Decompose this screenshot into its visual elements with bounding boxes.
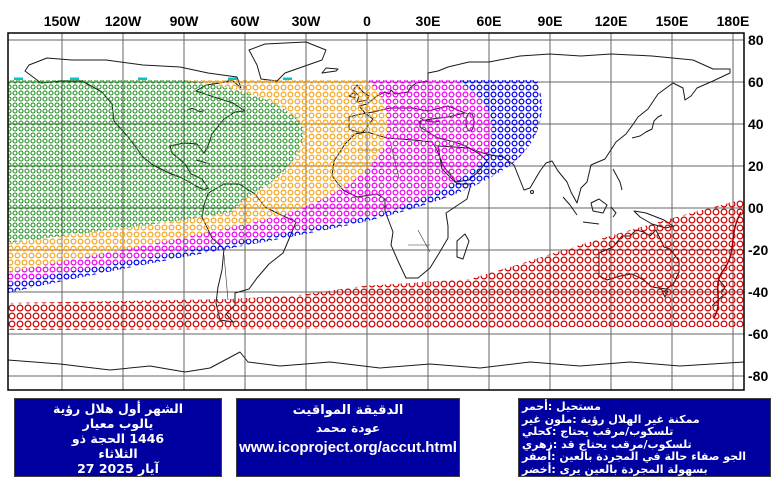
legend-navy: كحلي‎: يحتاج‎ مرقب‎/تلسكوب‎ [522,425,674,439]
antarctica-coast [8,351,744,373]
madagascar-outline [456,233,470,260]
lon-label: 90E [538,13,563,29]
weekday: الثلاثاء‎ [98,446,138,461]
lat-label: -20 [748,242,768,258]
longitude-axis: 150W 120W 90W 60W 30W 0 30E 60E 90E 120E… [44,13,750,29]
red-inner-curve [713,211,742,319]
legend-pink: زهري‎: قد‎ يحتاج‎ مرقب‎/تلسكوب‎ [522,437,692,451]
greenland-outline [248,41,327,82]
map-frame [7,32,745,391]
criterion-label: معيار‎ يالوب‎ [82,416,154,431]
cyan-dashes [14,77,292,80]
legend-green: أخضر‎: يرى‎ بالعين‎ المجردة‎ بسهولة‎ [522,462,708,476]
lon-label: 120W [105,13,142,29]
author-name: محمد‎ عودة‎ [315,421,381,435]
lon-label: 120E [595,13,628,29]
lat-label: -40 [748,284,768,300]
lon-label: 60E [477,13,502,29]
map-title: رؤية‎ هلال‎ أول‎ الشهر‎ [53,401,183,416]
zone-blue-needs-aid [8,80,542,293]
visibility-zones [8,77,744,330]
lat-label: 60 [748,74,764,90]
lon-label: 0 [363,13,371,29]
philippines-outline [612,168,623,191]
japan-outline [631,114,663,139]
java-outline [582,221,600,225]
world-visibility-map: 150W 120W 90W 60W 30W 0 30E 60E 90E 120E… [7,13,768,391]
zone-orange-naked-eye-clear [8,80,388,272]
legend-box: أحمر‎: مستحيل‎ غير‎ ملون‎: رؤية‎ الهلال‎… [518,398,771,477]
observation-info-box: رؤية‎ هلال‎ أول‎ الشهر‎ معيار‎ يالوب‎ ذو… [14,398,222,477]
latitude-axis: 80 60 40 20 00 -20 -40 -60 -80 [748,32,768,384]
lat-label: 00 [748,200,764,216]
legend-red: أحمر‎: مستحيل‎ [522,400,601,413]
lon-label: 30W [292,13,322,29]
zone-magenta-may-need-aid [8,80,493,283]
lon-label: 60W [231,13,261,29]
lat-label: -60 [748,326,768,342]
lat-label: 80 [748,32,764,48]
lon-label: 180E [717,13,750,29]
lon-label: 90W [170,13,200,29]
program-name: المواقيت‎ الدقيقة‎ [292,403,404,418]
lon-label: 150E [656,13,689,29]
legend-uncolored: غير‎ ملون‎: رؤية‎ الهلال‎ غير‎ ممكنة‎ [522,412,700,426]
lon-label: 150W [44,13,81,29]
zone-red-impossible [8,199,744,330]
hijri-month: ذو‎ الحجة‎ 1446 [71,431,165,446]
website-url: www.icoproject.org/accut.html [239,439,457,456]
zone-green-easy-naked-eye [8,80,304,243]
lat-label: 20 [748,158,764,174]
lon-label: 30E [416,13,441,29]
sumatra-outline [562,196,578,216]
sulawesi-outline [610,206,617,218]
gregorian-date: 27 2025 آيار‎ [77,461,159,476]
borneo-outline [590,198,608,214]
credit-box: المواقيت‎ الدقيقة‎ محمد‎ عودة‎ www.icopr… [236,398,460,477]
iceland-outline [321,67,339,74]
lat-label: 40 [748,116,764,132]
sri-lanka-outline [530,190,534,194]
legend-yellow: أصفر‎: بالعين‎ المجردة‎ في‎ حالة‎ صفاء‎ … [522,450,747,464]
lat-label: -80 [748,368,768,384]
